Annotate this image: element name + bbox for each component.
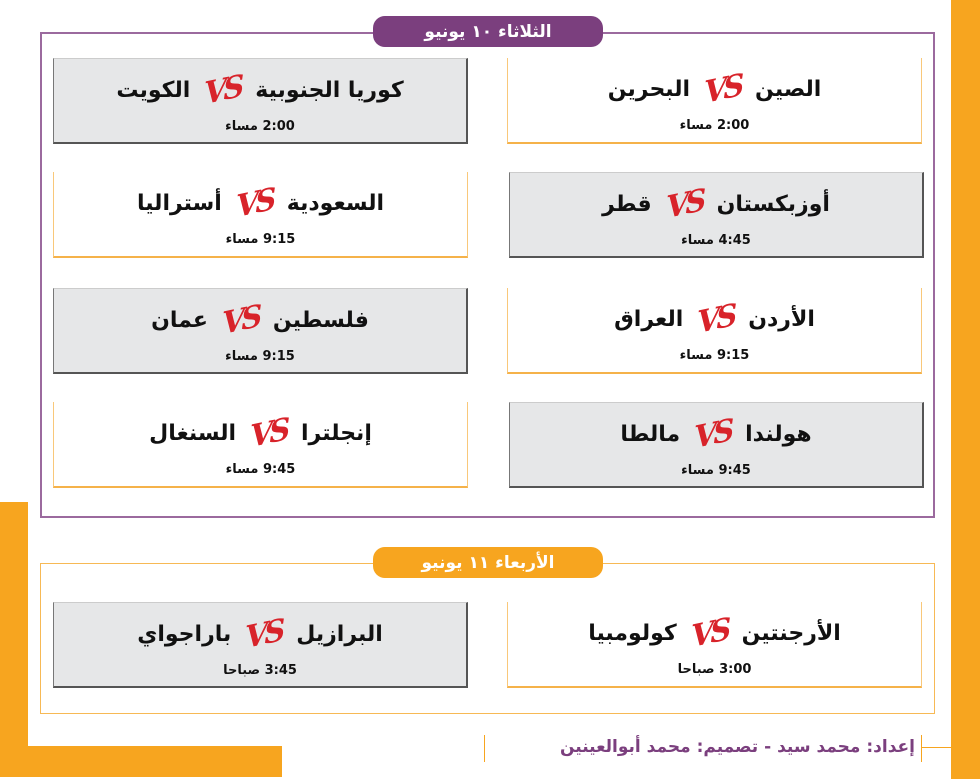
match-teams: الصين VS البحرين [508,68,921,111]
vs-logo-icon: VS [697,297,735,342]
vs-logo-icon: VS [221,298,260,343]
home-team: الأردن [748,307,815,332]
match-card: السعودية VS أستراليا 9:15 مساء [53,172,468,258]
home-team: فلسطين [272,308,369,333]
match-card: البرازيل VS باراجواي 3:45 صباحا [53,602,468,688]
footer-rule-right [922,747,951,748]
match-card: أوزبكستان VS قطر 4:45 مساء [509,172,924,258]
match-card: هولندا VS مالطا 9:45 مساء [509,402,924,488]
orange-bottom-strip [0,746,282,777]
match-teams: الأرجنتين VS كولومبيا [508,612,921,655]
orange-right-strip [951,0,980,779]
match-card: فلسطين VS عمان 9:15 مساء [53,288,468,374]
match-time: 3:45 صباحا [223,663,297,678]
vs-logo-icon: VS [703,67,742,112]
match-time: 2:00 مساء [225,119,295,134]
match-time: 9:15 مساء [225,232,296,247]
home-team: كوريا الجنوبية [255,78,404,103]
footer-tick [921,735,922,762]
date-label-tuesday: الثلاثاء ١٠ يونيو [373,16,603,47]
away-team: البحرين [607,77,691,102]
match-teams: إنجلترا VS السنغال [54,412,467,455]
home-team: البرازيل [296,622,383,647]
footer-tick-left [484,735,485,762]
match-teams: السعودية VS أستراليا [54,182,467,225]
match-teams: الأردن VS العراق [508,298,921,341]
vs-logo-icon: VS [235,181,273,226]
vs-logo-icon: VS [249,411,288,456]
match-time: 9:45 مساء [225,462,296,477]
footer-credit: إعداد: محمد سيد - تصميم: محمد أبوالعينين [559,737,915,757]
match-card: الأرجنتين VS كولومبيا 3:00 صباحا [507,602,922,688]
away-team: عمان [151,308,208,333]
away-team: السنغال [149,421,237,446]
match-card: كوريا الجنوبية VS الكويت 2:00 مساء [53,58,468,144]
away-team: العراق [614,307,684,332]
away-team: أستراليا [136,191,222,216]
vs-logo-icon: VS [665,182,703,227]
date-label-wednesday: الأربعاء ١١ يونيو [373,547,603,578]
vs-logo-icon: VS [693,412,732,457]
home-team: الصين [755,77,822,102]
orange-left-strip [0,502,28,777]
match-teams: البرازيل VS باراجواي [54,613,466,656]
match-time: 9:15 مساء [225,349,295,364]
home-team: أوزبكستان [716,192,830,217]
away-team: باراجواي [137,622,232,647]
vs-logo-icon: VS [690,611,728,656]
vs-logo-icon: VS [245,612,283,657]
match-time: 3:00 صباحا [677,662,752,677]
match-teams: هولندا VS مالطا [510,413,922,456]
match-teams: كوريا الجنوبية VS الكويت [54,69,466,112]
match-time: 9:45 مساء [681,463,751,478]
match-time: 4:45 مساء [681,233,751,248]
match-card: إنجلترا VS السنغال 9:45 مساء [53,402,468,488]
home-team: هولندا [745,422,812,447]
match-card: الصين VS البحرين 2:00 مساء [507,58,922,144]
home-team: الأرجنتين [741,621,841,646]
match-teams: أوزبكستان VS قطر [510,183,922,226]
away-team: الكويت [116,78,191,103]
vs-logo-icon: VS [204,68,242,113]
away-team: قطر [602,192,652,217]
match-time: 9:15 مساء [679,348,750,363]
match-teams: فلسطين VS عمان [54,299,466,342]
match-card: الأردن VS العراق 9:15 مساء [507,288,922,374]
home-team: إنجلترا [301,421,372,446]
match-time: 2:00 مساء [679,118,750,133]
home-team: السعودية [286,191,385,216]
away-team: كولومبيا [588,621,677,646]
away-team: مالطا [620,422,681,447]
